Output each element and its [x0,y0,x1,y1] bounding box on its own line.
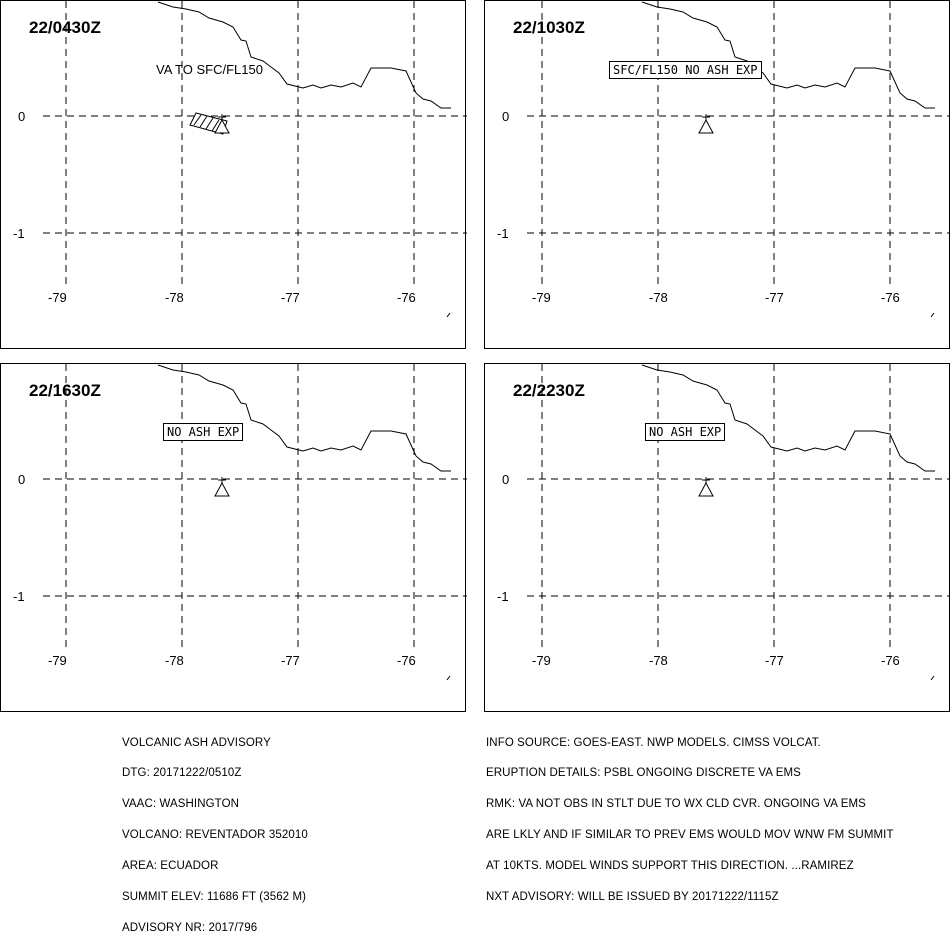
advisory-line: VOLCANIC ASH ADVISORY [122,736,271,749]
advisory-header-block: VOLCANIC ASH ADVISORY DTG: 20171222/0510… [122,717,308,944]
lat-lon-grid [527,1,950,284]
forecast-panel-2: 22/1030Z SFC/FL150 NO ASH EXP 0 -1 -79 -… [484,0,950,349]
lon-label-78: -78 [649,653,668,668]
advisory-line: ARE LKLY AND IF SIMILAR TO PREV EMS WOUL… [486,829,894,842]
coastline [157,1,451,109]
lat-lon-grid [527,364,950,647]
advisory-line: ERUPTION DETAILS: PSBL ONGOING DISCRETE … [486,767,801,780]
ash-label: SFC/FL150 NO ASH EXP [609,61,762,79]
lon-label-79: -79 [48,653,67,668]
volcano-icon [698,477,714,497]
map-graphic [527,1,950,318]
advisory-line: VAAC: WASHINGTON [122,798,240,811]
forecast-panel-4: 22/2230Z NO ASH EXP 0 -1 -79 -78 -77 -76 [484,363,950,712]
map-graphic [527,364,950,681]
advisory-line: RMK: VA NOT OBS IN STLT DUE TO WX CLD CV… [486,798,866,811]
lat-label-0: 0 [18,472,26,487]
lon-label-77: -77 [765,290,784,305]
valid-time: 22/0430Z [29,18,101,37]
valid-time: 22/1030Z [513,18,585,37]
volcano-icon [214,477,230,497]
lat-label-0: 0 [18,109,26,124]
lon-label-76: -76 [881,290,900,305]
lat-lon-grid [43,364,467,647]
advisory-line: INFO SOURCE: GOES-EAST. NWP MODELS. CIMS… [486,736,821,749]
lat-label-0: 0 [502,109,510,124]
lat-lon-grid [43,1,467,284]
lon-label-79: -79 [532,290,551,305]
ash-label: VA TO SFC/FL150 [156,62,263,77]
lon-label-77: -77 [765,653,784,668]
corner-mark [930,675,935,681]
map-graphic [43,1,467,318]
lat-label-0: 0 [502,472,510,487]
advisory-line: AT 10KTS. MODEL WINDS SUPPORT THIS DIREC… [486,860,854,873]
advisory-line: NXT ADVISORY: WILL BE ISSUED BY 20171222… [486,891,779,904]
volcano-icon [214,114,230,134]
lon-label-78: -78 [165,653,184,668]
lon-label-76: -76 [397,290,416,305]
coastline [641,364,935,472]
advisory-line: SUMMIT ELEV: 11686 FT (3562 M) [122,891,307,904]
lat-label-minus1: -1 [13,226,25,241]
corner-mark [446,675,451,681]
lat-label-minus1: -1 [13,589,25,604]
forecast-panel-1: 22/0430Z VA TO SFC/FL150 0 -1 -79 -78 -7… [0,0,467,349]
advisory-line: ADVISORY NR: 2017/796 [122,921,258,934]
lat-label-minus1: -1 [497,226,509,241]
coastline [157,364,451,472]
map-graphic [43,364,467,681]
corner-mark [930,312,935,318]
lon-label-77: -77 [281,290,300,305]
lon-label-78: -78 [165,290,184,305]
ash-label: NO ASH EXP [645,423,726,441]
advisory-details-block: INFO SOURCE: GOES-EAST. NWP MODELS. CIMS… [486,717,894,913]
valid-time: 22/1630Z [29,381,101,400]
lon-label-78: -78 [649,290,668,305]
lon-label-79: -79 [48,290,67,305]
ash-label: NO ASH EXP [163,423,244,441]
lon-label-76: -76 [397,653,416,668]
lon-label-79: -79 [532,653,551,668]
advisory-line: AREA: ECUADOR [122,860,219,873]
volcano-icon [698,114,714,134]
corner-mark [446,312,451,318]
valid-time: 22/2230Z [513,381,585,400]
coastline [641,1,935,109]
lon-label-77: -77 [281,653,300,668]
lat-label-minus1: -1 [497,589,509,604]
advisory-line: DTG: 20171222/0510Z [122,767,242,780]
advisory-line: VOLCANO: REVENTADOR 352010 [122,829,308,842]
lon-label-76: -76 [881,653,900,668]
forecast-panel-3: 22/1630Z NO ASH EXP 0 -1 -79 -78 -77 -76 [0,363,467,712]
